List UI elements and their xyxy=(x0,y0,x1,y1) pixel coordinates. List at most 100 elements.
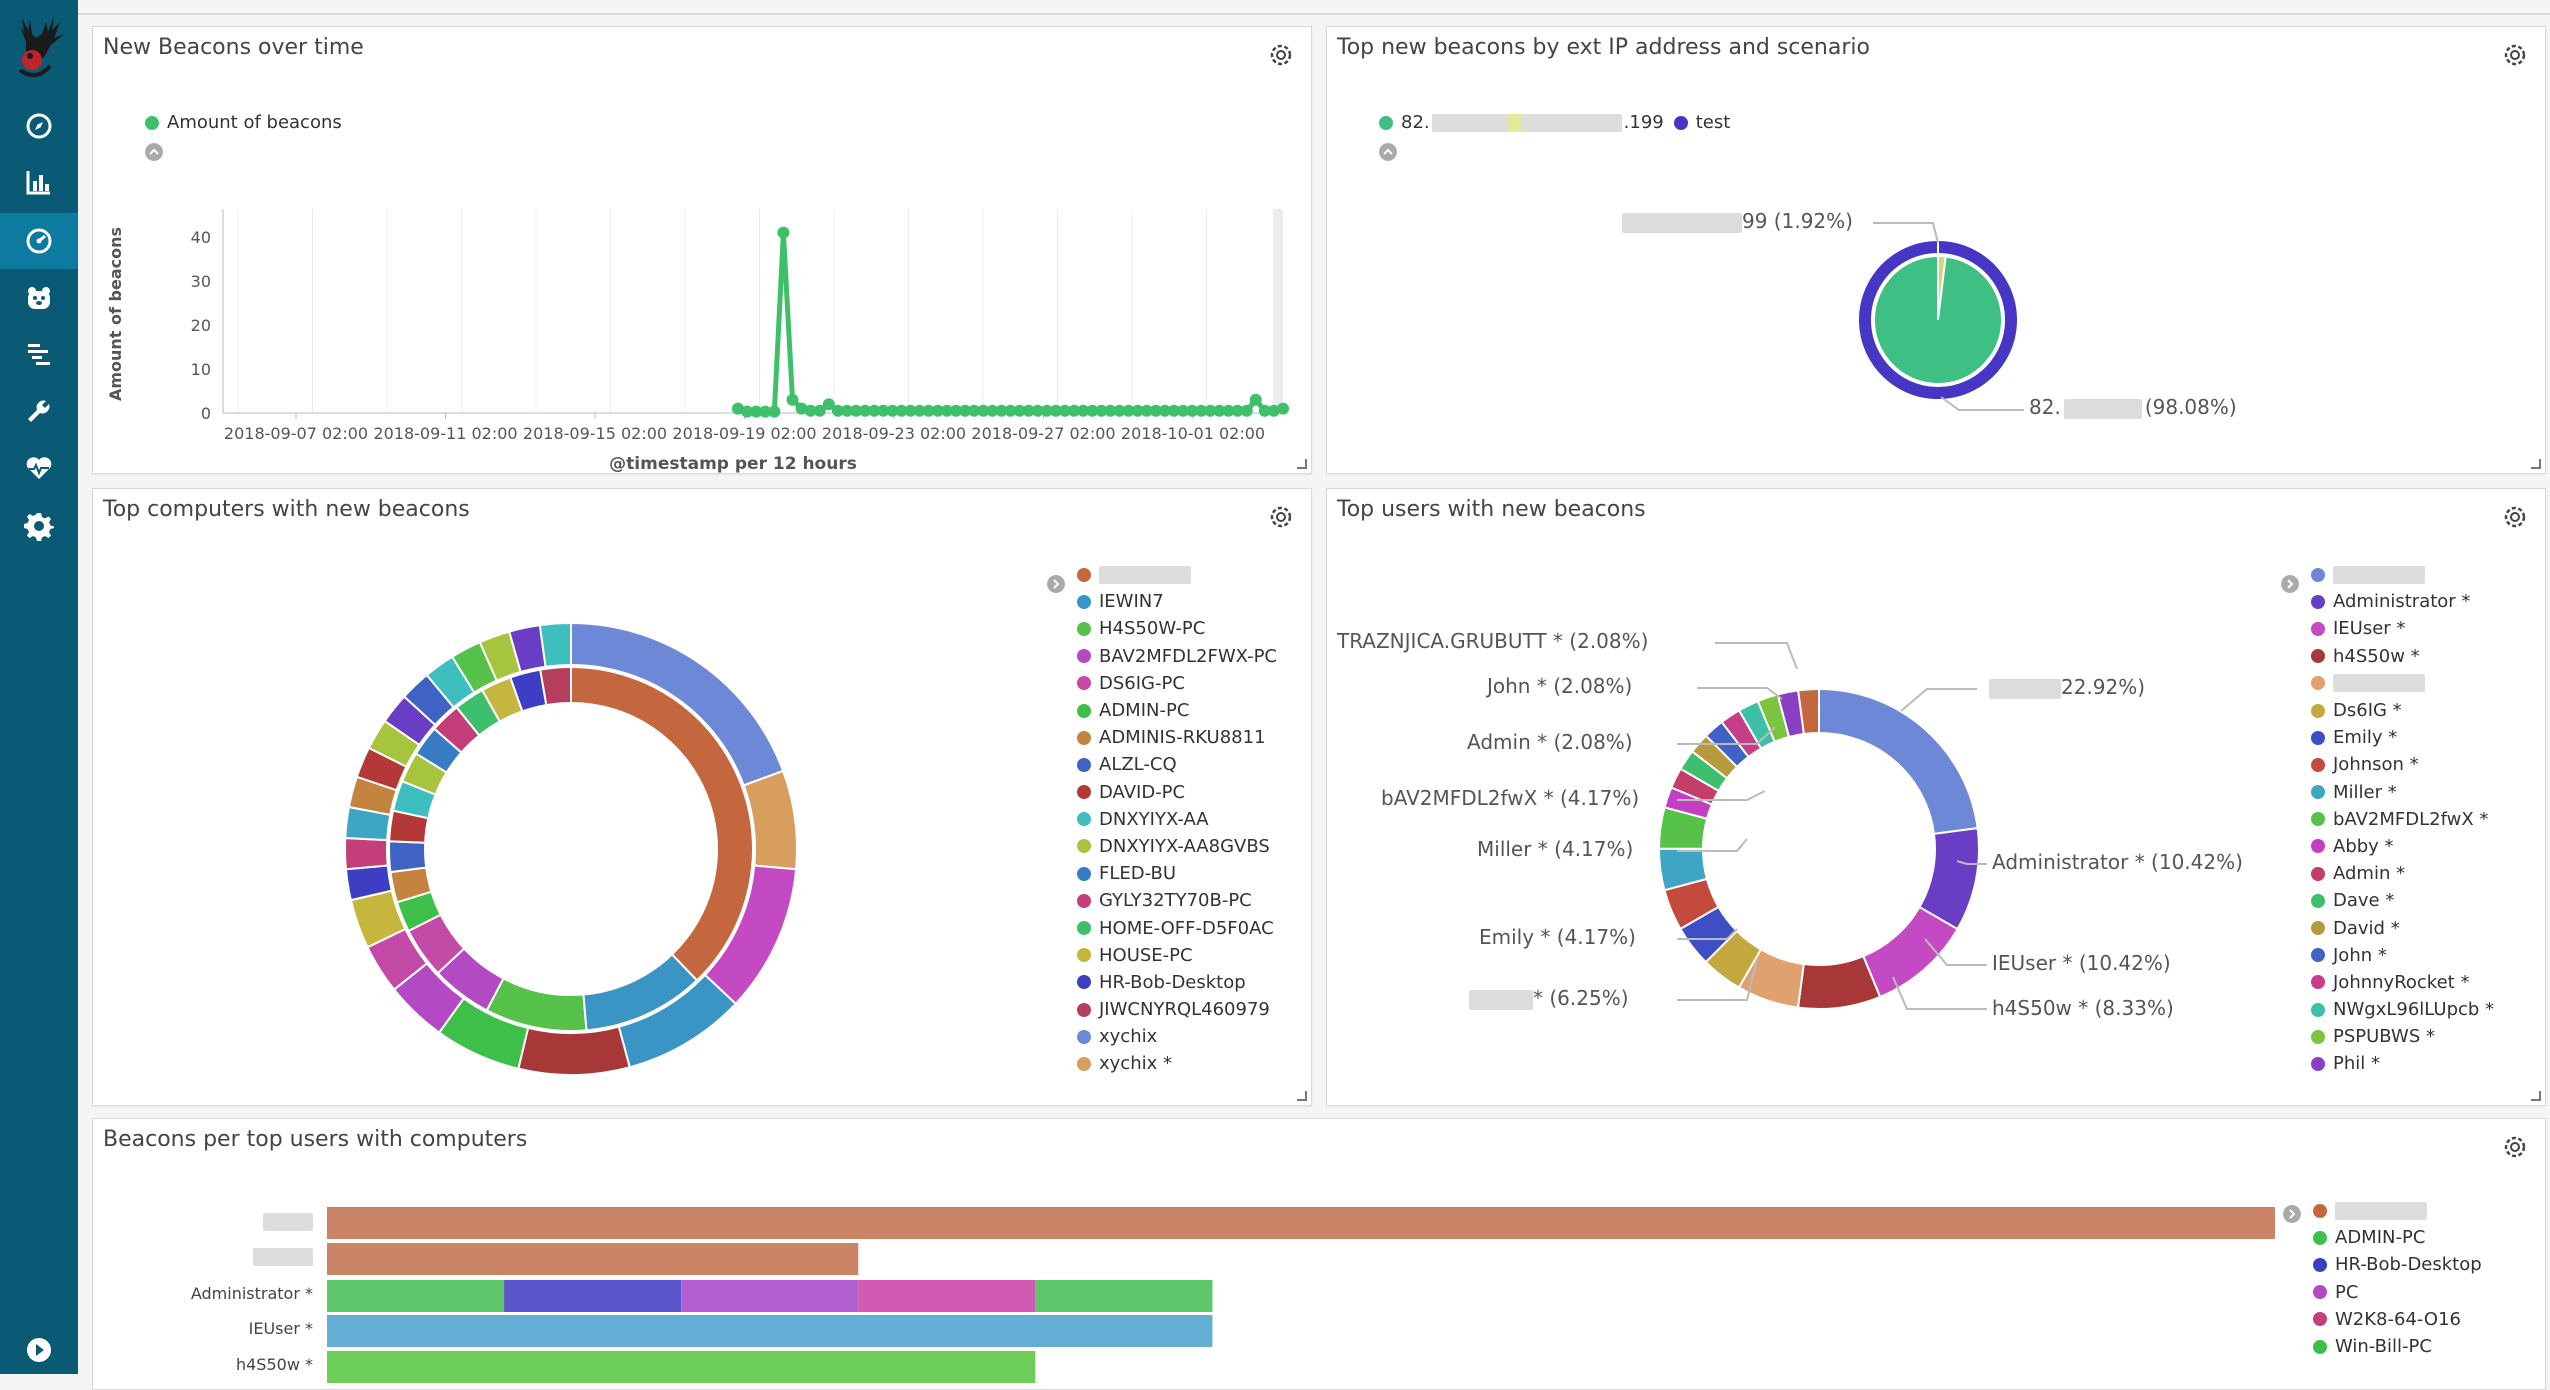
legend-item[interactable]: DAVID-PC xyxy=(1077,779,1277,806)
legend-item[interactable]: DS6IG-PC xyxy=(1077,670,1277,697)
nav-management[interactable] xyxy=(0,498,78,554)
legend-toggle-icon[interactable] xyxy=(145,143,163,161)
legend-label: John * xyxy=(2333,944,2387,966)
legend-item[interactable]: HR-Bob-Desktop xyxy=(1077,969,1277,996)
legend-item[interactable]: W2K8-64-O16 xyxy=(2313,1306,2482,1333)
nav-monitoring[interactable] xyxy=(0,440,78,496)
redacted-block xyxy=(2335,1201,2427,1220)
legend-item[interactable]: BAV2MFDL2FWX-PC xyxy=(1077,643,1277,670)
legend-toggle-icon[interactable] xyxy=(2281,575,2299,593)
sidebar xyxy=(0,0,78,1374)
legend-item[interactable]: JIWCNYRQL460979 xyxy=(1077,996,1277,1023)
nav-dashboard[interactable] xyxy=(0,213,78,269)
legend-item[interactable]: 82. .199 xyxy=(1379,109,1664,136)
legend-toggle-icon[interactable] xyxy=(1047,575,1065,593)
panel-options-gear-icon[interactable] xyxy=(2501,41,2529,69)
legend-item[interactable]: Admin * xyxy=(2311,860,2494,887)
resize-handle[interactable] xyxy=(2531,459,2541,469)
legend-label: Ds6IG * xyxy=(2333,700,2402,722)
legend-color-dot xyxy=(1077,975,1091,990)
legend-label: HOME-OFF-D5F0AC xyxy=(1099,917,1274,939)
nav-discover[interactable] xyxy=(0,98,78,154)
line-chart: 40 30 20 10 0 2018-09-07 02:00 2018-09-11 02:0… xyxy=(106,209,1289,473)
legend-item[interactable]: GYLY32TY70B-PC xyxy=(1077,887,1277,914)
legend-label: DS6IG-PC xyxy=(1099,672,1185,694)
data-point xyxy=(1040,404,1053,417)
wrench-icon xyxy=(28,400,50,422)
legend-color-dot xyxy=(2311,676,2325,691)
legend-item[interactable] xyxy=(2313,1197,2482,1224)
legend-item[interactable]: IEWIN7 xyxy=(1077,588,1277,615)
resize-handle[interactable] xyxy=(1297,1091,1307,1101)
data-point xyxy=(895,404,908,417)
panel-options-gear-icon[interactable] xyxy=(1267,503,1295,531)
legend-item[interactable]: HR-Bob-Desktop xyxy=(2313,1251,2482,1278)
nav-apm[interactable] xyxy=(0,326,78,382)
legend-item[interactable] xyxy=(2311,670,2494,697)
slice-label-large: 82. (98.08%) xyxy=(2029,395,2237,419)
panel-options-gear-icon[interactable] xyxy=(1267,41,1295,69)
nav-timelion[interactable] xyxy=(0,270,78,326)
resize-handle[interactable] xyxy=(1297,459,1307,469)
legend-item[interactable]: HOUSE-PC xyxy=(1077,942,1277,969)
legend-item[interactable]: Abby * xyxy=(2311,833,2494,860)
legend-item[interactable]: NWgxL96lLUpcb * xyxy=(2311,996,2494,1023)
legend-item[interactable]: ALZL-CQ xyxy=(1077,751,1277,778)
legend-item[interactable]: JohnnyRocket * xyxy=(2311,969,2494,996)
data-point xyxy=(1213,404,1226,417)
legend-item[interactable]: DNXYIYX-AA xyxy=(1077,806,1277,833)
legend-item[interactable] xyxy=(2311,561,2494,588)
legend-item[interactable]: ADMINIS-RKU8811 xyxy=(1077,724,1277,751)
legend-item[interactable]: bAV2MFDL2fwX * xyxy=(2311,806,2494,833)
legend-item[interactable]: H4S50W-PC xyxy=(1077,615,1277,642)
nav-devtools[interactable] xyxy=(0,384,78,440)
data-point xyxy=(868,404,881,417)
legend-item[interactable]: HOME-OFF-D5F0AC xyxy=(1077,914,1277,941)
legend-item[interactable]: Miller * xyxy=(2311,779,2494,806)
legend-item[interactable]: Win-Bill-PC xyxy=(2313,1333,2482,1360)
legend-item[interactable]: DNXYIYX-AA8GVBS xyxy=(1077,833,1277,860)
legend-item[interactable]: ADMIN-PC xyxy=(1077,697,1277,724)
panel-options-gear-icon[interactable] xyxy=(2501,503,2529,531)
panel-options-gear-icon[interactable] xyxy=(2501,1133,2529,1161)
resize-handle[interactable] xyxy=(2531,1091,2541,1101)
callout-blur-left: * (6.25%) xyxy=(1469,986,1629,1010)
legend-item[interactable]: h4S50w * xyxy=(2311,643,2494,670)
legend-item[interactable]: Johnson * xyxy=(2311,751,2494,778)
legend-item[interactable] xyxy=(1077,561,1277,588)
legend-color-dot xyxy=(1077,785,1091,800)
legend-item[interactable]: David * xyxy=(2311,914,2494,941)
legend-label: Abby * xyxy=(2333,835,2394,857)
inner-ring-slice xyxy=(539,665,572,707)
legend-item[interactable]: Amount of beacons xyxy=(145,109,342,136)
data-point xyxy=(741,405,754,418)
legend-label: GYLY32TY70B-PC xyxy=(1099,890,1252,912)
legend-item[interactable]: Administrator * xyxy=(2311,588,2494,615)
legend-item[interactable]: PC xyxy=(2313,1279,2482,1306)
legend-item[interactable]: Phil * xyxy=(2311,1050,2494,1077)
legend-toggle-icon[interactable] xyxy=(2283,1205,2301,1223)
legend-toggle-icon[interactable] xyxy=(1379,143,1397,161)
legend-item[interactable]: FLED-BU xyxy=(1077,860,1277,887)
kibana-logo[interactable] xyxy=(6,12,74,84)
legend-item[interactable]: IEUser * xyxy=(2311,615,2494,642)
nav-collapse[interactable] xyxy=(0,1326,78,1374)
legend-item[interactable]: test xyxy=(1673,109,1730,136)
legend-item[interactable]: xychix xyxy=(1077,1023,1277,1050)
nav-visualize[interactable] xyxy=(0,154,78,210)
legend-item[interactable]: ADMIN-PC xyxy=(2313,1224,2482,1251)
legend-item[interactable]: Ds6IG * xyxy=(2311,697,2494,724)
legend-item[interactable]: PSPUBWS * xyxy=(2311,1023,2494,1050)
callout-traznjica: TRAZNJICA.GRUBUTT * (2.08%) xyxy=(1337,629,1649,653)
legend-color-dot xyxy=(1673,115,1688,130)
legend-label: Administrator * xyxy=(2333,591,2471,613)
legend-item[interactable]: John * xyxy=(2311,942,2494,969)
data-point xyxy=(1022,404,1035,417)
dashboard-gauge-icon xyxy=(26,228,52,254)
legend-item[interactable]: Emily * xyxy=(2311,724,2494,751)
data-point xyxy=(995,404,1008,417)
legend-item[interactable]: Dave * xyxy=(2311,887,2494,914)
legend-item[interactable]: xychix * xyxy=(1077,1050,1277,1077)
bar-chart-icon xyxy=(26,171,50,195)
y-tick-label: 10 xyxy=(191,360,211,379)
